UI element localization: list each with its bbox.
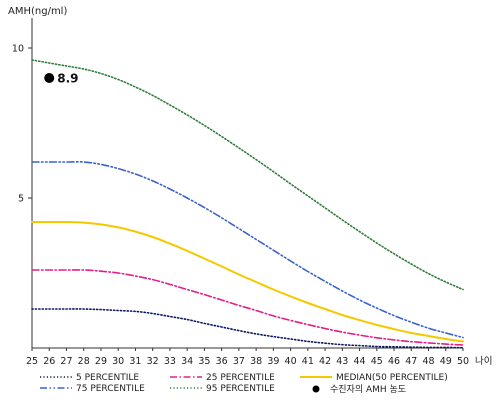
legend-label-median-50-percentile: MEDIAN(50 PERCENTILE) bbox=[336, 373, 448, 383]
x-axis-label: 나이 bbox=[475, 356, 492, 367]
series-line-95-percentile bbox=[31, 59, 464, 291]
x-tick-label: 48 bbox=[422, 356, 434, 367]
x-tick-label: 47 bbox=[405, 356, 417, 367]
patient-amh-value-label: 8.9 bbox=[57, 72, 78, 86]
x-tick-label: 46 bbox=[388, 356, 400, 367]
series-line-25-percentile bbox=[31, 269, 464, 346]
x-tick-label: 37 bbox=[233, 356, 245, 367]
series-layer bbox=[31, 59, 464, 349]
x-tick-label: 41 bbox=[302, 356, 314, 367]
x-tick-label: 26 bbox=[43, 356, 55, 367]
x-tick-label: 39 bbox=[267, 356, 279, 367]
x-tick-label: 27 bbox=[60, 356, 72, 367]
marker-layer: 8.9 bbox=[44, 72, 79, 86]
x-tick-label: 29 bbox=[95, 356, 107, 367]
legend-label-95-percentile: 95 PERCENTILE bbox=[206, 384, 275, 394]
x-tick-label: 50 bbox=[457, 356, 469, 367]
legend-label-75-percentile: 75 PERCENTILE bbox=[76, 384, 145, 394]
x-tick-label: 28 bbox=[78, 356, 90, 367]
legend-label-25-percentile: 25 PERCENTILE bbox=[206, 373, 275, 383]
x-tick-label: 36 bbox=[216, 356, 228, 367]
legend-label-patient-amh: 수진자의 AMH 농도 bbox=[330, 384, 406, 395]
x-tick-label: 38 bbox=[250, 356, 262, 367]
legend-label-5-percentile: 5 PERCENTILE bbox=[76, 373, 139, 383]
x-tick-label: 33 bbox=[164, 356, 176, 367]
x-tick-label: 43 bbox=[336, 356, 348, 367]
x-tick-label: 49 bbox=[440, 356, 452, 367]
x-tick-label: 44 bbox=[354, 356, 366, 367]
patient-amh-marker bbox=[44, 73, 55, 83]
x-tick-label: 25 bbox=[26, 356, 38, 367]
x-tick-label: 35 bbox=[198, 356, 210, 367]
x-tick-label: 42 bbox=[319, 356, 331, 367]
y-tick-label: 5 bbox=[18, 194, 24, 205]
axes: 5 10 25 26 27 28 29 30 31 32 33 34 35 36 37 38 39 40 41 42 4… bbox=[12, 18, 469, 367]
y-axis-label: AMH(ng/ml) bbox=[8, 6, 67, 17]
x-tick-label: 40 bbox=[285, 356, 297, 367]
legend: 5 PERCENTILE 25 PERCENTILE MEDIAN(50 PERCE… bbox=[40, 373, 448, 395]
series-line-median-50-percentile bbox=[31, 220, 464, 343]
y-tick-label: 10 bbox=[12, 44, 24, 55]
series-line-75-percentile bbox=[31, 161, 464, 339]
x-tick-label: 31 bbox=[129, 356, 141, 367]
x-tick-label: 30 bbox=[112, 356, 124, 367]
x-tick-label: 45 bbox=[371, 356, 383, 367]
series-line-5-percentile bbox=[31, 308, 464, 349]
x-tick-label: 34 bbox=[181, 356, 193, 367]
x-tick-label: 32 bbox=[147, 356, 159, 367]
legend-marker-swatch bbox=[312, 385, 320, 393]
